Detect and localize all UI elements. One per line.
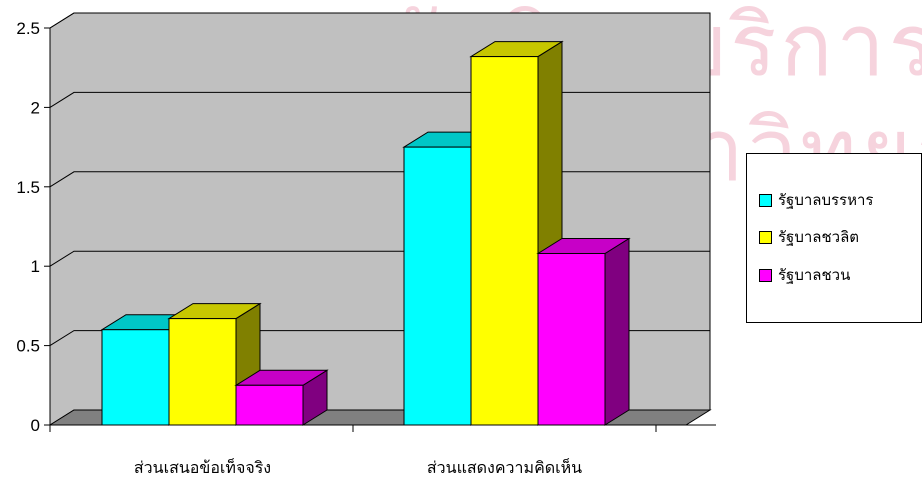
y-tick-label: 1.5 [16,178,40,197]
bar [537,252,606,426]
y-tick-label: 1 [31,257,40,276]
y-tick-label: 0.5 [16,337,40,356]
bar [235,384,304,426]
legend-item-series-3: รัฐบาลชวน [759,265,850,285]
bar [403,146,472,426]
y-tick-label: 2 [31,98,40,117]
y-tick-label: 0 [31,416,40,435]
legend-swatch-series-2 [759,230,772,244]
legend-swatch-series-1 [759,193,772,207]
gridline [49,12,710,29]
legend: รัฐบาลบรรหาร รัฐบาลชวลิต รัฐบาลชวน [746,153,922,323]
legend-item-series-2: รัฐบาลชวลิต [759,227,859,247]
bar [470,56,539,426]
bar [101,329,170,426]
legend-label-series-3: รัฐบาลชวน [778,266,851,284]
x-category-label: ส่วนเสนอข้อเท็จจริง [134,457,271,477]
legend-label-series-1: รัฐบาลบรรหาร [778,191,874,209]
legend-item-series-1: รัฐบาลบรรหาร [759,190,873,210]
legend-label-series-2: รัฐบาลชวลิต [778,228,860,246]
bar [168,318,237,426]
legend-swatch-series-3 [759,268,772,282]
x-category-label: ส่วนแสดงความคิดเห็น [427,457,582,477]
y-tick-label: 2.5 [16,19,40,38]
bar-side [604,237,630,426]
